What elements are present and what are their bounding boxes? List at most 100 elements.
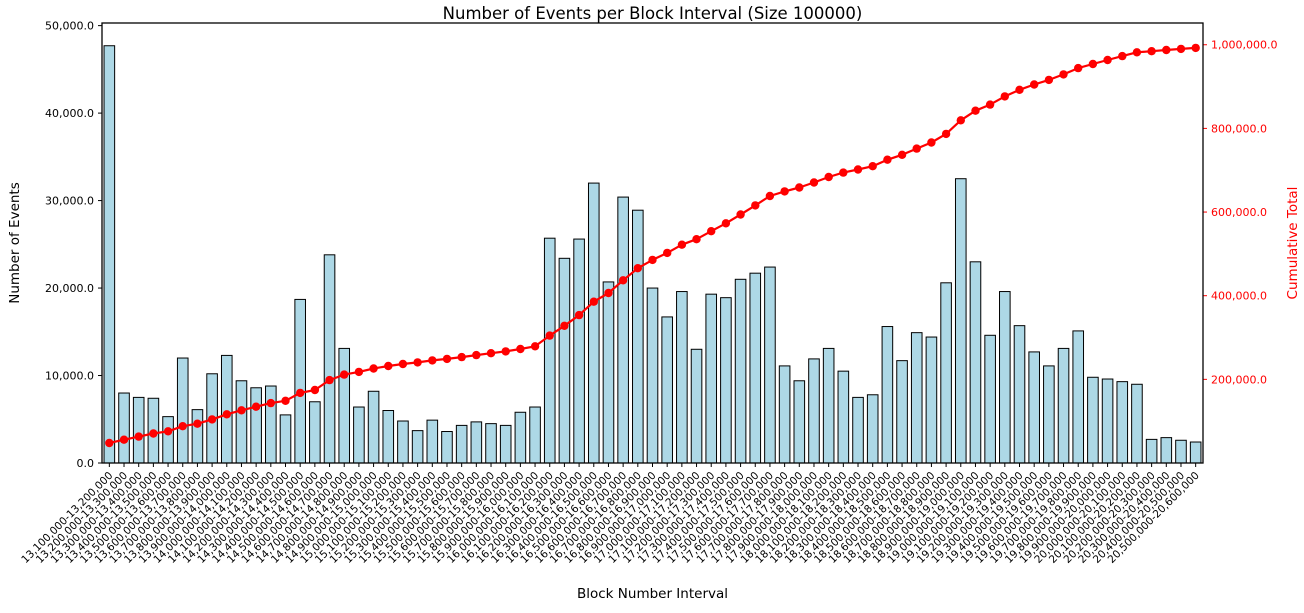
event-bar xyxy=(1189,441,1202,464)
cumulative-point xyxy=(736,210,745,219)
cumulative-point xyxy=(384,361,393,371)
event-bar xyxy=(690,348,703,464)
cumulative-point xyxy=(1147,47,1156,56)
cumulative-point xyxy=(633,264,642,273)
cumulative-point xyxy=(501,347,510,356)
cumulative-point xyxy=(428,356,437,365)
event-bar xyxy=(676,291,688,464)
event-bar xyxy=(866,394,879,464)
cumulative-point xyxy=(178,422,187,431)
cumulative-point xyxy=(149,429,158,438)
event-bar xyxy=(940,282,952,464)
event-bar xyxy=(543,237,556,464)
cumulative-point xyxy=(530,342,540,351)
cumulative-point xyxy=(883,155,892,164)
cumulative-point xyxy=(516,344,525,354)
event-bar xyxy=(441,431,453,464)
event-bar xyxy=(485,423,497,464)
event-bar xyxy=(103,45,116,464)
cumulative-point xyxy=(574,310,584,320)
cumulative-point xyxy=(325,375,334,385)
cumulative-point xyxy=(1015,85,1024,95)
event-bar xyxy=(852,396,864,464)
event-bar xyxy=(529,406,541,464)
event-bar xyxy=(279,414,292,464)
cumulative-point xyxy=(281,396,290,405)
y-axis-label-right: Cumulative Total xyxy=(1285,186,1301,300)
event-bar xyxy=(176,357,189,464)
cumulative-point xyxy=(1132,48,1142,57)
cumulative-point xyxy=(545,331,554,340)
event-bar xyxy=(969,261,982,464)
y-tick-label-right: 1,000,000.0 xyxy=(1211,39,1277,52)
event-bar xyxy=(734,278,747,464)
event-bar xyxy=(1072,330,1085,464)
event-bar xyxy=(265,385,277,464)
cumulative-point xyxy=(1118,51,1127,61)
cumulative-point xyxy=(707,227,716,236)
cumulative-point xyxy=(1191,43,1200,53)
cumulative-point xyxy=(105,438,114,448)
cumulative-point xyxy=(457,352,466,362)
event-bar xyxy=(984,334,996,464)
event-bar xyxy=(896,360,908,464)
cumulative-point xyxy=(207,415,217,424)
event-bar xyxy=(705,293,718,464)
cumulative-point xyxy=(134,432,143,441)
cumulative-point xyxy=(398,359,408,369)
event-bar xyxy=(881,326,894,464)
event-bar xyxy=(558,257,571,464)
event-bar xyxy=(1028,351,1040,464)
event-bar xyxy=(455,424,468,464)
cumulative-point xyxy=(897,150,907,159)
event-bar xyxy=(118,392,130,464)
event-bar xyxy=(1101,378,1114,464)
cumulative-point xyxy=(618,276,628,285)
event-bar xyxy=(309,401,321,464)
event-bar xyxy=(382,410,395,464)
event-bar xyxy=(191,409,204,464)
cumulative-point xyxy=(868,162,877,171)
cumulative-point xyxy=(853,165,863,174)
cumulative-point xyxy=(780,187,789,196)
cumulative-point xyxy=(163,427,173,436)
event-bar xyxy=(1116,381,1129,464)
event-bar xyxy=(250,387,262,464)
cumulative-point xyxy=(1030,80,1039,89)
y-tick-label-left: 40,000.0 xyxy=(45,107,94,120)
event-bar xyxy=(397,420,409,464)
event-bar xyxy=(822,347,835,464)
cumulative-point xyxy=(1176,44,1186,54)
event-bar xyxy=(1131,383,1143,464)
cumulative-point xyxy=(340,370,349,379)
cumulative-point xyxy=(604,288,613,298)
event-bar xyxy=(1057,347,1070,464)
cumulative-point xyxy=(677,240,687,249)
cumulative-point xyxy=(266,398,275,408)
cumulative-point xyxy=(119,435,129,444)
event-bar xyxy=(837,370,850,464)
chart-title: Number of Events per Block Interval (Siz… xyxy=(442,4,863,23)
event-bar xyxy=(132,396,145,464)
cumulative-point xyxy=(193,419,202,428)
event-bar xyxy=(720,297,732,464)
cumulative-point xyxy=(839,168,848,177)
cumulative-point xyxy=(413,358,422,367)
event-bar xyxy=(999,291,1011,464)
cumulative-point xyxy=(985,100,995,109)
event-bar xyxy=(910,332,923,464)
event-bar xyxy=(162,416,174,464)
cumulative-point xyxy=(442,354,452,364)
y-axis-label-left: Number of Events xyxy=(7,182,23,304)
cumulative-point xyxy=(795,183,804,192)
event-bar xyxy=(602,281,615,464)
plot-border xyxy=(101,22,1204,464)
event-bar xyxy=(808,358,820,464)
cumulative-point xyxy=(956,116,965,125)
event-bar xyxy=(1175,439,1187,464)
event-bar xyxy=(220,354,233,464)
event-bar xyxy=(470,421,483,464)
cumulative-point xyxy=(648,255,657,265)
cumulative-point xyxy=(369,364,378,373)
